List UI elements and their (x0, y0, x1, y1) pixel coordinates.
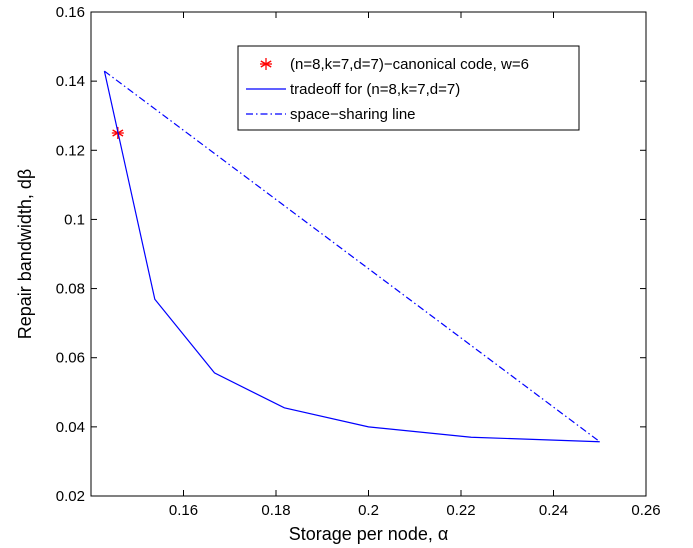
y-axis-label: Repair bandwidth, dβ (15, 169, 35, 339)
x-tick-label-4: 0.24 (539, 502, 568, 519)
series-layer (103, 70, 601, 443)
x-tick-label-0: 0.16 (169, 502, 198, 519)
legend-box (237, 45, 580, 131)
y-tick-label-1: 0.04 (56, 419, 85, 436)
legend: (n=8,k=7,d=7)−canonical code, w=6 tradeof… (237, 45, 580, 131)
y-tick-label-0: 0.02 (56, 488, 85, 505)
legend-marker-0 (260, 58, 272, 70)
x-tick-label-5: 0.26 (631, 502, 660, 519)
x-tick-label-1: 0.18 (261, 502, 290, 519)
legend-label-2: space−sharing line (290, 106, 416, 123)
y-tick-label-2: 0.06 (56, 350, 85, 367)
y-tick-label-6: 0.14 (56, 73, 85, 90)
x-tick-label-3: 0.22 (446, 502, 475, 519)
y-tick-label-7: 0.16 (56, 4, 85, 21)
series-1-line (103, 70, 600, 443)
legend-label-1: tradeoff for (n=8,k=7,d=7) (290, 81, 460, 98)
y-tick-label-5: 0.12 (56, 142, 85, 159)
y-tick-label-3: 0.08 (56, 281, 85, 298)
x-axis-label: Storage per node, α (289, 524, 449, 544)
axes-layer: 0.16 0.18 0.2 0.22 0.24 0.26 0.02 0.04 0.06 0.08 0… (56, 4, 661, 519)
y-tick-label-4: 0.1 (64, 211, 85, 228)
legend-label-0: (n=8,k=7,d=7)−canonical code, w=6 (290, 56, 529, 73)
x-tick-label-2: 0.2 (358, 502, 379, 519)
series-2-line (104, 70, 601, 443)
